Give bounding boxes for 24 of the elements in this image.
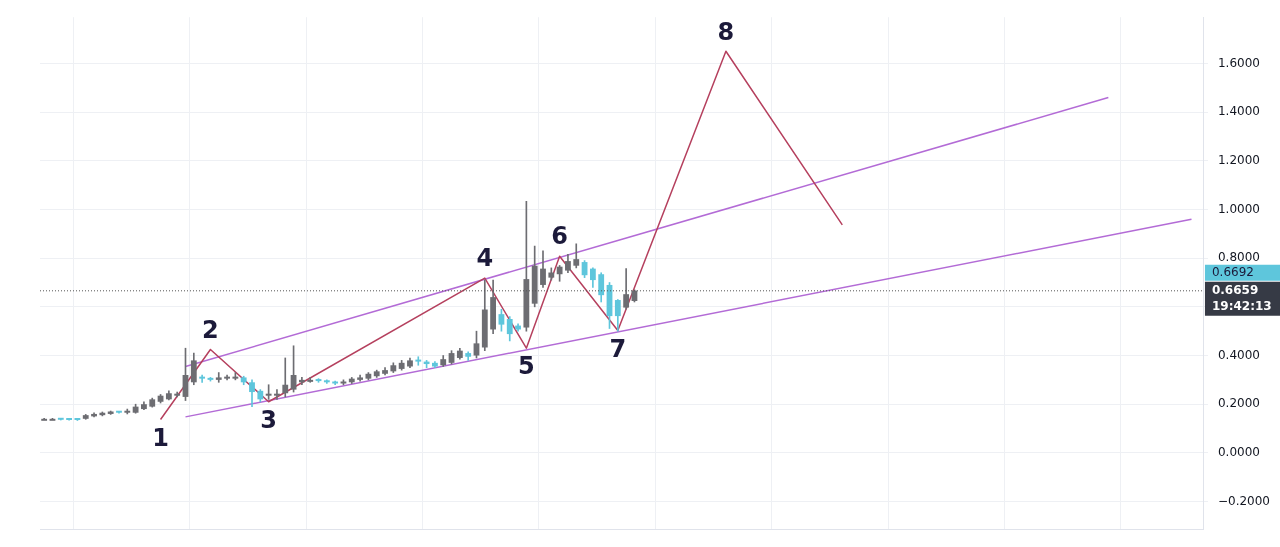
annotation: 1 (152, 423, 169, 452)
y-tick-label: 1.0000 (1217, 201, 1260, 216)
candlestick (274, 389, 280, 400)
annotation: 5 (518, 352, 535, 381)
candlestick (415, 356, 422, 366)
y-tick-label: 0.2000 (1217, 396, 1260, 411)
y-tick-label: 0.4000 (1217, 347, 1260, 362)
y-tick-label: 0.0000 (1217, 445, 1260, 460)
y-tick-label: 1.2000 (1217, 152, 1260, 167)
annotation: 8 (717, 17, 735, 46)
y-tick-label: 1.6000 (1217, 55, 1260, 70)
annotation: 6 (551, 222, 568, 251)
annotation: 2 (202, 315, 219, 344)
ref-line-label: 0.6659 19:42:13 (1211, 282, 1272, 313)
text: 0.6692 (1211, 264, 1254, 279)
y-tick-label: 0.8000 (1217, 250, 1260, 265)
candlestick (282, 357, 289, 398)
y-tick-label: −0.2000 (1217, 493, 1270, 508)
candlestick (199, 374, 206, 383)
candlestick (215, 372, 222, 383)
y-tick-label: 1.4000 (1217, 104, 1260, 119)
annotation: 4 (476, 244, 494, 273)
annotation: 7 (609, 334, 627, 363)
annotation: 3 (260, 406, 277, 435)
